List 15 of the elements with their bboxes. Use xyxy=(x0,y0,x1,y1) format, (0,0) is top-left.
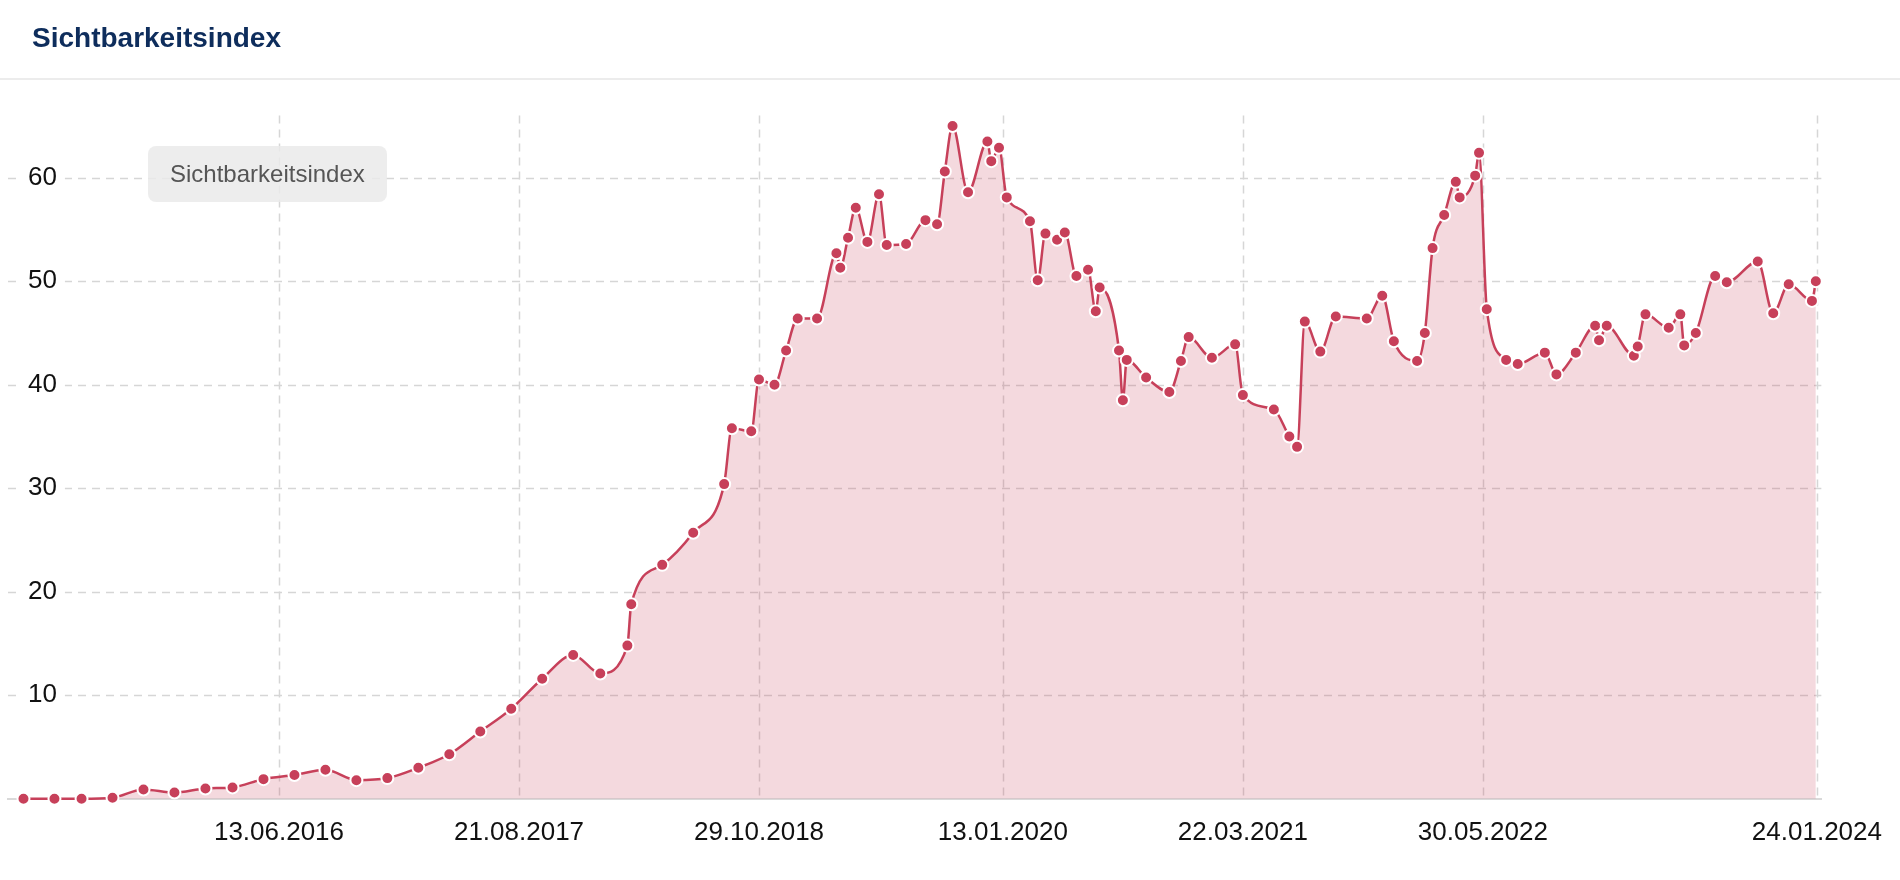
x-tick-label: 22.03.2021 xyxy=(1177,815,1308,846)
x-tick-label: 21.08.2017 xyxy=(453,815,585,846)
y-tick-label: 60 xyxy=(28,160,57,191)
annotation: Sichtbarkeitsindex xyxy=(148,145,387,202)
x-tick-label: 30.05.2022 xyxy=(1417,815,1548,846)
y-tick-label: 50 xyxy=(28,264,57,295)
chart-title: Sichtbarkeitsindex xyxy=(32,22,281,54)
y-tick-label: 20 xyxy=(28,574,57,605)
x-tick-label: 24.01.2024 xyxy=(1751,815,1882,846)
y-tick-label: 30 xyxy=(28,471,57,502)
y-tick-label: 10 xyxy=(28,678,57,709)
x-tick-label: 13.06.2016 xyxy=(213,815,345,846)
x-tick-label: 13.01.2020 xyxy=(937,815,1068,846)
x-tick-label: 29.10.2018 xyxy=(693,815,825,846)
y-tick-label: 40 xyxy=(28,367,57,398)
